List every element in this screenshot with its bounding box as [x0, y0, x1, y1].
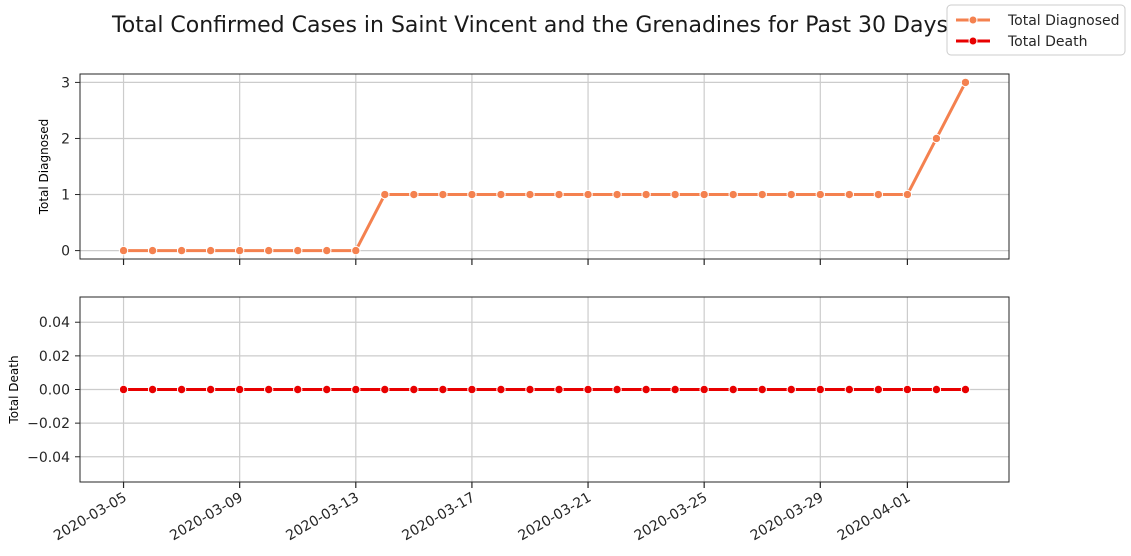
data-point	[699, 189, 709, 200]
y-axis-label: Total Diagnosed	[37, 119, 51, 216]
data-point	[496, 384, 506, 395]
x-tick-label: 2020-03-25	[632, 490, 710, 545]
data-point	[873, 189, 884, 200]
legend: Total Diagnosed Total Death	[946, 4, 1126, 56]
data-point	[467, 384, 477, 395]
diagnosed-panel: 0 1 2 3 Total Diagnosed	[37, 73, 1010, 265]
x-tick-label: 2020-04-01	[835, 490, 913, 545]
data-point	[641, 189, 651, 200]
legend-label-diagnosed: Total Diagnosed	[1007, 13, 1120, 29]
data-point	[351, 245, 361, 256]
data-point	[322, 245, 332, 256]
data-point	[757, 384, 767, 395]
data-point	[264, 245, 274, 256]
death-panel: −0.04 −0.02 0.00 0.02 0.04 Total Death 2020-03…	[7, 296, 1010, 545]
data-point	[176, 245, 187, 256]
legend-marker-death	[968, 36, 978, 46]
data-point	[873, 384, 884, 395]
data-point	[380, 384, 390, 395]
y-tick-label: 0.02	[39, 349, 70, 365]
data-point	[205, 384, 216, 395]
x-tick-label: 2020-03-17	[399, 490, 477, 545]
data-point	[931, 133, 942, 144]
data-point	[960, 77, 971, 88]
data-point	[931, 384, 942, 395]
data-point	[496, 189, 506, 200]
x-tick-label: 2020-03-21	[516, 490, 594, 545]
data-point	[670, 189, 680, 200]
data-point	[699, 384, 709, 395]
y-tick-label: 0	[61, 244, 70, 260]
data-point	[844, 189, 855, 200]
y-tick-label: 2	[61, 131, 70, 147]
data-point	[118, 245, 129, 256]
data-point	[234, 384, 245, 395]
data-point	[118, 384, 129, 395]
data-point	[380, 189, 390, 200]
data-point	[438, 189, 448, 200]
data-point	[960, 384, 971, 395]
data-point	[757, 189, 767, 200]
data-point	[409, 384, 419, 395]
legend-marker-diagnosed	[968, 15, 978, 25]
y-tick-label: 3	[61, 75, 70, 91]
data-point	[583, 384, 593, 395]
data-point	[612, 189, 622, 200]
data-point	[641, 384, 651, 395]
data-point	[786, 384, 796, 395]
data-point	[293, 384, 303, 395]
plot-frame	[79, 296, 1010, 483]
y-tick-label: −0.02	[27, 416, 70, 432]
x-tick-label: 2020-03-13	[283, 490, 361, 545]
data-point	[583, 189, 593, 200]
data-point	[554, 384, 564, 395]
x-tick-label: 2020-03-29	[748, 490, 826, 545]
x-tick-label: 2020-03-09	[167, 490, 245, 545]
chart-title: Total Confirmed Cases in Saint Vincent a…	[111, 13, 948, 38]
data-point	[467, 189, 477, 200]
data-point	[815, 189, 825, 200]
data-point	[351, 384, 361, 395]
data-point	[264, 384, 274, 395]
data-point	[322, 384, 332, 395]
data-point	[554, 189, 564, 200]
data-point	[409, 189, 419, 200]
data-point	[293, 245, 303, 256]
legend-box	[946, 4, 1126, 56]
y-tick-label: −0.04	[27, 450, 70, 466]
y-axis-label: Total Death	[7, 355, 21, 424]
data-point	[147, 245, 158, 256]
legend-label-death: Total Death	[1007, 34, 1087, 50]
data-point	[786, 189, 796, 200]
y-tick-label: 0.00	[39, 383, 70, 399]
data-point	[525, 384, 535, 395]
series-line	[123, 81, 967, 253]
data-point	[147, 384, 158, 395]
data-point	[205, 245, 216, 256]
data-point	[176, 384, 187, 395]
data-point	[902, 189, 913, 200]
data-point	[728, 189, 738, 200]
data-point	[525, 189, 535, 200]
y-tick-label: 1	[61, 188, 70, 204]
y-tick-label: 0.04	[39, 315, 70, 331]
data-point	[438, 384, 448, 395]
data-point	[234, 245, 245, 256]
data-point	[815, 384, 825, 395]
plot-frame	[79, 73, 1010, 260]
data-point	[670, 384, 680, 395]
data-point	[902, 384, 913, 395]
x-tick-label: 2020-03-05	[51, 490, 129, 545]
data-point	[844, 384, 855, 395]
data-point	[612, 384, 622, 395]
data-point	[728, 384, 738, 395]
